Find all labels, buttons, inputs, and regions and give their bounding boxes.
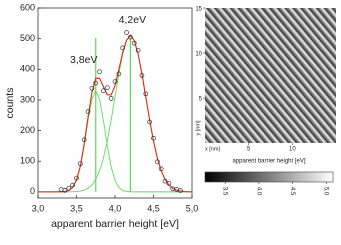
data-point	[124, 30, 129, 35]
data-point	[77, 161, 83, 167]
data-point	[135, 47, 141, 53]
data-point	[166, 180, 172, 186]
data-point	[155, 159, 160, 165]
data-point	[101, 88, 106, 94]
y-tick-label: 300	[20, 94, 35, 104]
data-point	[62, 187, 68, 193]
peak-annotation: 4,2eV	[119, 14, 146, 26]
fit-curve	[38, 89, 192, 193]
data-point	[104, 85, 110, 91]
x-axis-label: apparent barrier height [eV]	[51, 218, 179, 230]
peak-annotation: 3,8eV	[70, 54, 97, 66]
x-axis-label: x [nm]	[205, 146, 220, 152]
data-point	[89, 85, 95, 91]
y-tick-label: 100	[20, 156, 35, 166]
y-tick-label: 400	[20, 64, 35, 74]
data-point	[158, 166, 164, 172]
y-tick-label: 600	[20, 2, 35, 12]
data-point	[93, 80, 99, 86]
data-point	[139, 73, 145, 78]
x-tick-label: 4,5	[147, 203, 160, 213]
y-tick-label: 15	[195, 7, 202, 13]
data-point	[162, 178, 168, 184]
data-point	[143, 91, 149, 97]
y-tick-label: 5	[199, 97, 203, 103]
data-point	[74, 175, 79, 181]
data-point	[58, 187, 64, 192]
x-tick-label: 10	[289, 147, 296, 153]
colorbar-tick-label: 4.5	[289, 187, 295, 196]
y-tick-label: 0	[30, 186, 35, 196]
stm-image	[205, 8, 336, 143]
data-point	[128, 34, 133, 40]
colorbar-label: apparent barrier height [eV]	[232, 159, 305, 165]
fit-curve	[38, 34, 193, 193]
x-tick-label: 4,0	[109, 203, 122, 213]
colorbar-tick-label: 4.0	[255, 187, 261, 196]
x-tick-label: 5	[247, 147, 251, 153]
data-point	[81, 137, 87, 143]
y-tick-label: 10	[195, 52, 202, 58]
data-point	[131, 40, 137, 46]
plot-frame	[37, 7, 193, 199]
data-point	[112, 79, 118, 84]
data-point	[97, 69, 102, 75]
colorbar-tick-label: 5.0	[323, 187, 329, 196]
data-point	[116, 71, 122, 77]
data-point	[66, 185, 72, 191]
data-point	[108, 96, 114, 101]
data-point	[147, 119, 152, 125]
data-point	[178, 188, 183, 193]
data-point	[120, 45, 126, 51]
data-point	[85, 109, 91, 114]
x-tick-label: 3,0	[32, 203, 45, 213]
y-axis-label: y [nm]	[195, 120, 201, 135]
y-axis-label: counts	[4, 88, 16, 119]
data-point	[151, 135, 156, 141]
y-tick-label: 200	[20, 125, 35, 135]
colorbar-tick-label: 3.5	[222, 187, 228, 196]
colorbar	[204, 171, 334, 183]
fit-curve	[38, 34, 193, 193]
y-tick-label: 500	[20, 33, 35, 43]
x-tick-label: 3,5	[70, 203, 83, 213]
x-tick-label: 5,0	[186, 203, 199, 213]
data-point	[70, 182, 76, 188]
